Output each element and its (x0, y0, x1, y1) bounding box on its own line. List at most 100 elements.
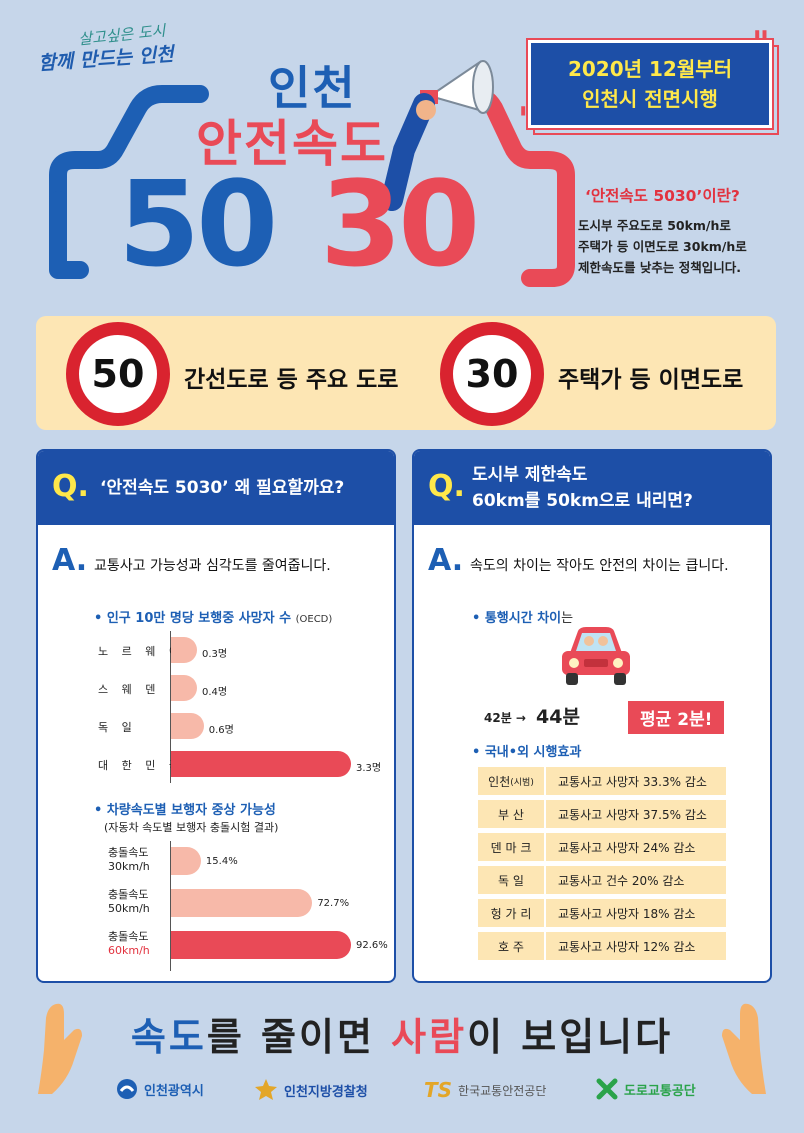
hero-graphic (49, 60, 575, 287)
speed-sign-50: 50 (66, 322, 170, 426)
panel-header (414, 451, 770, 525)
chart2-label-line1: 충돌속도 (108, 930, 149, 943)
effect-country-name: 호 주 (498, 939, 524, 954)
effect-result: 교통사고 건수 20% 감소 (546, 866, 726, 894)
start-date-line1: 2020년 12월부터 (567, 57, 733, 81)
koroad-logo: 도로교통공단 (596, 1078, 696, 1100)
effects-title: • 국내•외 시행효과 (472, 745, 582, 760)
travel-time-title-text: • 통행시간 차이 (472, 611, 562, 626)
chart2-label-line1: 충돌속도 (108, 846, 149, 859)
chart2-value-label: 92.6% (356, 940, 388, 951)
ts-mark-icon: TS (424, 1078, 453, 1102)
chart2-axis (170, 841, 171, 971)
effect-result: 교통사고 사망자 37.5% 감소 (546, 800, 726, 828)
average-difference-badge: 평균 2분! (628, 701, 725, 734)
chart1-value-label: 0.3명 (202, 649, 228, 660)
car-icon (562, 627, 630, 685)
travel-time-title: • 통행시간 차이는 (472, 607, 573, 626)
koroad-emblem-icon (596, 1078, 618, 1100)
incheon-city-emblem-icon (117, 1079, 137, 1099)
footer-slogan: 속도를 줄이면 사람이 보입니다 (0, 1006, 804, 1061)
effect-country-name: 독 일 (498, 873, 524, 888)
effect-row: 호 주 교통사고 사망자 12% 감소 (478, 932, 726, 960)
speed-reduction-panel: Q. 도시부 제한속도 60km를 50km으로 내리면? A. 속도의 차이는… (412, 449, 772, 983)
incheon-city-logo: 인천광역시 (116, 1078, 204, 1100)
effect-country-name: 부 산 (498, 807, 524, 822)
incheon-police-name: 인천지방경찰청 (284, 1084, 368, 1100)
chart2-title: • 차량속도별 보행자 중상 가능성 (94, 803, 276, 818)
title-incheon: 인천 (268, 61, 357, 115)
car-bracket-left (49, 191, 89, 279)
effect-row: 독 일 교통사고 건수 20% 감소 (478, 866, 726, 894)
question-text: ‘안전속도 5030’ 왜 필요할까요? (100, 478, 345, 498)
answer-text: 속도의 차이는 작아도 안전의 차이는 큽니다. (470, 558, 729, 574)
definition-line: 주택가 등 이면도로 30km/h로 (578, 239, 747, 254)
effect-row: 헝 가 리 교통사고 사망자 18% 감소 (478, 899, 726, 927)
megaphone-icon (381, 60, 494, 211)
slogan-people: 사람 (391, 1015, 468, 1059)
chart1-title: • 인구 10만 명당 보행중 사망자 수 (OECD) (94, 607, 332, 626)
main-road-label: 간선도로 등 주요 도로 (184, 367, 399, 393)
effect-country: 덴 마 크 (478, 833, 544, 861)
start-date-line2: 인천시 전면시행 (582, 87, 718, 111)
chart1-bar (171, 751, 351, 777)
a-mark: A. (52, 543, 88, 578)
effect-country-name: 헝 가 리 (490, 906, 532, 921)
effect-country: 호 주 (478, 932, 544, 960)
effect-country: 인천 (시범) (478, 767, 544, 795)
side-road-label: 주택가 등 이면도로 (558, 367, 744, 393)
effect-result: 교통사고 사망자 33.3% 감소 (546, 767, 726, 795)
title-safe-speed: 안전속도 (196, 115, 388, 173)
incheon-police-logo: 인천지방경찰청 (254, 1078, 368, 1102)
big-number-30: 30 (320, 155, 480, 293)
chart1-value-label: 3.3명 (356, 763, 382, 774)
slogan-speed: 속도 (130, 1015, 207, 1059)
definition-title: ‘안전속도 5030’이란? (585, 187, 740, 205)
effect-row: 인천 (시범) 교통사고 사망자 33.3% 감소 (478, 767, 726, 795)
q-mark: Q. (428, 469, 465, 504)
right-hand-icon (722, 1003, 766, 1094)
chart2-bar (171, 889, 313, 917)
incheon-city-name: 인천광역시 (144, 1083, 204, 1099)
chart1-value-label: 0.6명 (208, 725, 234, 736)
chart2-category-label: 충돌속도 60km/h (108, 930, 150, 958)
chart2-label-line2: 30km/h (108, 860, 150, 873)
panel-header (38, 451, 394, 525)
start-date-box: 2020년 12월부터 인천시 전면시행 (526, 38, 774, 130)
answer-text: 교통사고 가능성과 심각도를 줄여줍니다. (94, 558, 331, 574)
chart2-category-label: 충돌속도 50km/h (108, 888, 150, 916)
a-mark: A. (428, 543, 464, 578)
chart2-value-label: 15.4% (205, 856, 238, 867)
chart2-note: (자동차 속도별 보행자 충돌시험 결과) (104, 821, 279, 834)
effect-country: 부 산 (478, 800, 544, 828)
slogan-end: 이 보입니다 (467, 1015, 674, 1059)
big-number-50: 50 (118, 155, 278, 293)
effect-country-name: 인천 (488, 774, 511, 789)
effect-country-name: 덴 마 크 (490, 840, 532, 855)
why-needed-panel: Q. ‘안전속도 5030’ 왜 필요할까요? A. 교통사고 가능성과 심각도… (36, 449, 396, 983)
kotsa-name: 한국교통안전공단 (458, 1083, 547, 1098)
speed-sign-30: 30 (440, 322, 544, 426)
effect-country: 독 일 (478, 866, 544, 894)
time-after: 44분 (536, 706, 580, 728)
left-hand-icon (38, 1003, 82, 1094)
definition-line: 도시부 주요도로 50km/h로 (578, 218, 731, 233)
car-outline-left (49, 85, 209, 209)
time-before: 42분 → (484, 711, 526, 725)
chart2-label-line1: 충돌속도 (108, 888, 149, 901)
chart2-bar (171, 931, 351, 959)
effect-result: 교통사고 사망자 12% 감소 (546, 932, 726, 960)
chart1-axis (170, 631, 171, 783)
effect-country-tag: (시범) (510, 777, 534, 788)
chart2-value-label: 72.7% (317, 898, 350, 909)
chart1-category-label: 스 웨 덴 (98, 683, 161, 696)
chart2-label-line2: 50km/h (108, 902, 150, 915)
chart1-category-label: 대 한 민 국 (98, 759, 184, 772)
chart1-category-label: 독 일 (98, 721, 137, 734)
effect-result: 교통사고 사망자 18% 감소 (546, 899, 726, 927)
q-mark: Q. (52, 469, 89, 504)
chart1-title-source: (OECD) (295, 614, 333, 625)
chart2-label-line2: 60km/h (108, 944, 150, 957)
chart1-category-label: 노 르 웨 이 (98, 645, 184, 658)
effect-row: 덴 마 크 교통사고 사망자 24% 감소 (478, 833, 726, 861)
